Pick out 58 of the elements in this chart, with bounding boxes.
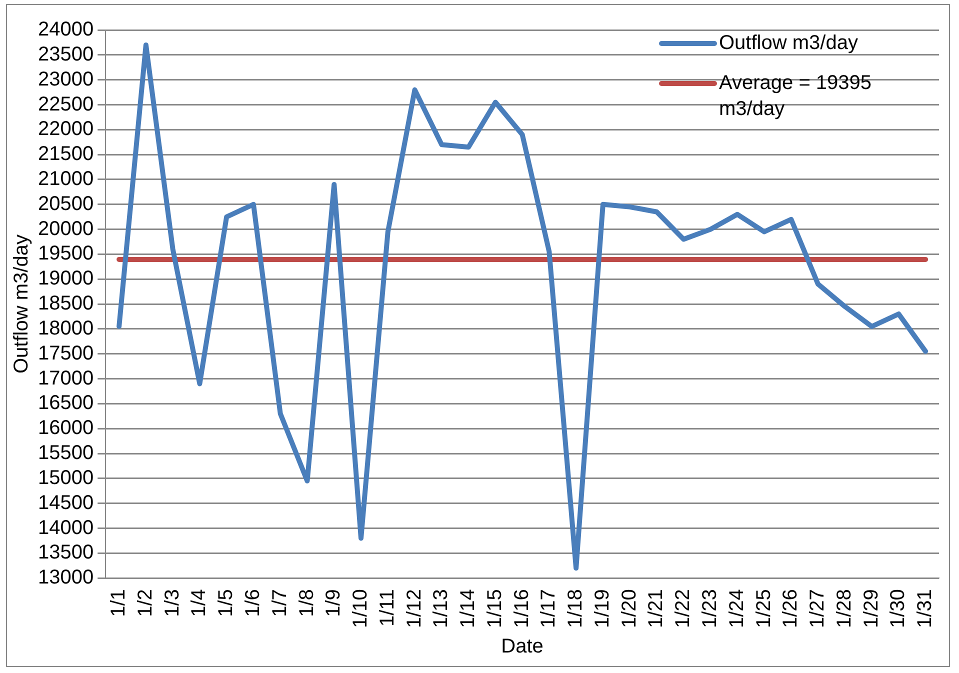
- x-tick-label: 1/18: [564, 589, 587, 628]
- x-axis-title: Date: [501, 636, 544, 658]
- x-tick-label: 1/27: [806, 589, 829, 628]
- x-tick-label: 1/26: [780, 589, 802, 628]
- x-tick-label: 1/29: [860, 589, 882, 628]
- y-tick-label: 24000: [38, 18, 94, 41]
- x-tick-label: 1/23: [699, 589, 722, 628]
- x-tick-label: 1/30: [887, 589, 910, 628]
- legend-label: Outflow m3/day: [719, 31, 858, 56]
- y-tick-label: 15500: [38, 442, 94, 464]
- x-tick-label: 1/31: [914, 589, 936, 628]
- y-tick-label: 13500: [38, 542, 94, 564]
- y-tick-label: 13000: [38, 566, 94, 589]
- x-tick-label: 1/16: [510, 589, 533, 628]
- x-tick-label: 1/12: [403, 589, 426, 628]
- x-tick-label: 1/15: [484, 589, 506, 628]
- x-tick-label: 1/13: [430, 589, 452, 628]
- x-tick-label: 1/6: [242, 589, 264, 617]
- x-tick-label: 1/24: [726, 589, 748, 628]
- x-tick-label: 1/4: [188, 589, 210, 617]
- y-tick-label: 14500: [38, 492, 94, 514]
- x-tick-label: 1/9: [322, 589, 345, 617]
- y-tick-label: 23000: [38, 68, 94, 90]
- y-tick-label: 18000: [38, 317, 94, 340]
- x-tick-label: 1/17: [538, 589, 560, 628]
- y-tick-label: 18500: [38, 292, 94, 315]
- x-tick-label: 1/1: [108, 589, 130, 617]
- x-tick-label: 1/25: [752, 589, 775, 628]
- y-tick-label: 14000: [38, 516, 94, 539]
- x-tick-label: 1/20: [618, 589, 640, 628]
- legend-label: Average = 19395 m3/day: [719, 71, 873, 122]
- x-tick-label: 1/8: [296, 589, 318, 617]
- y-tick-label: 19000: [38, 268, 94, 290]
- y-tick-label: 17000: [38, 367, 94, 390]
- x-tick-label: 1/19: [591, 589, 614, 628]
- y-tick-label: 15000: [38, 466, 94, 489]
- y-tick-label: 22000: [38, 118, 94, 140]
- x-tick-label: 1/22: [672, 589, 694, 628]
- x-tick-label: 1/10: [350, 589, 372, 628]
- x-tick-label: 1/28: [833, 589, 856, 628]
- x-tick-label: 1/2: [134, 589, 156, 617]
- y-tick-label: 22500: [38, 93, 94, 116]
- y-tick-label: 16000: [38, 417, 94, 440]
- y-tick-label: 16500: [38, 392, 94, 414]
- y-tick-label: 20000: [38, 218, 94, 240]
- y-tick-label: 17500: [38, 342, 94, 364]
- x-tick-label: 1/14: [457, 589, 480, 628]
- x-tick-label: 1/3: [161, 589, 184, 617]
- y-tick-label: 23500: [38, 43, 94, 66]
- x-tick-label: 1/21: [645, 589, 668, 628]
- x-tick-label: 1/5: [215, 589, 238, 617]
- y-axis-title: Outflow m3/day: [10, 234, 33, 374]
- x-tick-label: 1/7: [268, 589, 291, 617]
- x-tick-label: 1/11: [376, 589, 398, 627]
- y-tick-label: 19500: [38, 242, 94, 265]
- y-tick-label: 20500: [38, 192, 94, 215]
- y-tick-label: 21500: [38, 143, 94, 166]
- y-tick-label: 21000: [38, 168, 94, 190]
